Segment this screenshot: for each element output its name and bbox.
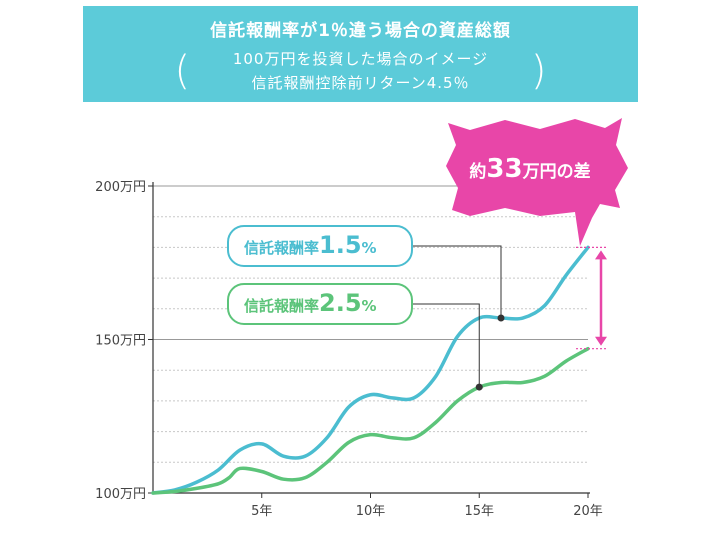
diff-arrow-head-up [595, 250, 607, 260]
series-label-main: 信託報酬率 [244, 297, 319, 315]
chart-title: 信託報酬率が1％違う場合の資産総額 [210, 21, 511, 41]
callout-burst [446, 118, 628, 246]
series-label-box-1 [227, 225, 413, 267]
series-marker-1 [497, 314, 505, 322]
series-line-1 [151, 245, 590, 495]
callout-suffix: 万円の差 [522, 161, 591, 182]
series-label-rate: 1.5 [319, 231, 362, 259]
series-label-pct: % [362, 297, 377, 315]
y-tick-label: 150万円 [95, 334, 146, 349]
right-paren: ) [530, 48, 547, 94]
leader-line-1 [412, 245, 502, 319]
x-tick-label: 10年 [356, 504, 386, 519]
x-tick-label: 5年 [251, 504, 272, 519]
y-tick-label: 200万円 [95, 180, 146, 195]
diff-arrow-head-down [595, 336, 607, 346]
subtitle-line-2: 信託報酬控除前リターン4.5％ [251, 74, 470, 92]
subtitle-line-1: 100万円を投資した場合のイメージ [232, 50, 489, 68]
chart-header: 信託報酬率が1％違う場合の資産総額 ( 100万円を投資した場合のイメージ 信託… [83, 6, 638, 102]
left-paren: ( [174, 48, 191, 94]
x-tick-label: 15年 [464, 504, 494, 519]
series-marker-2 [475, 383, 483, 391]
series-label-2: 信託報酬率2.5% [244, 289, 377, 317]
x-tick-label: 20年 [573, 504, 603, 519]
series-label-pct: % [362, 239, 377, 257]
callout-number: 33 [486, 154, 522, 184]
callout-text: 約33万円の差 [469, 154, 590, 184]
subtitle-group: ( 100万円を投資した場合のイメージ 信託報酬控除前リターン4.5％ ) [175, 47, 547, 99]
callout-prefix: 約 [469, 161, 486, 182]
series-label-box-2 [227, 283, 413, 325]
series-line-2 [151, 346, 590, 495]
series-label-main: 信託報酬率 [244, 239, 319, 257]
y-tick-label: 100万円 [95, 487, 146, 502]
series-label-1: 信託報酬率1.5% [244, 231, 377, 259]
series-label-rate: 2.5 [319, 289, 362, 317]
leader-line-2 [412, 303, 480, 388]
